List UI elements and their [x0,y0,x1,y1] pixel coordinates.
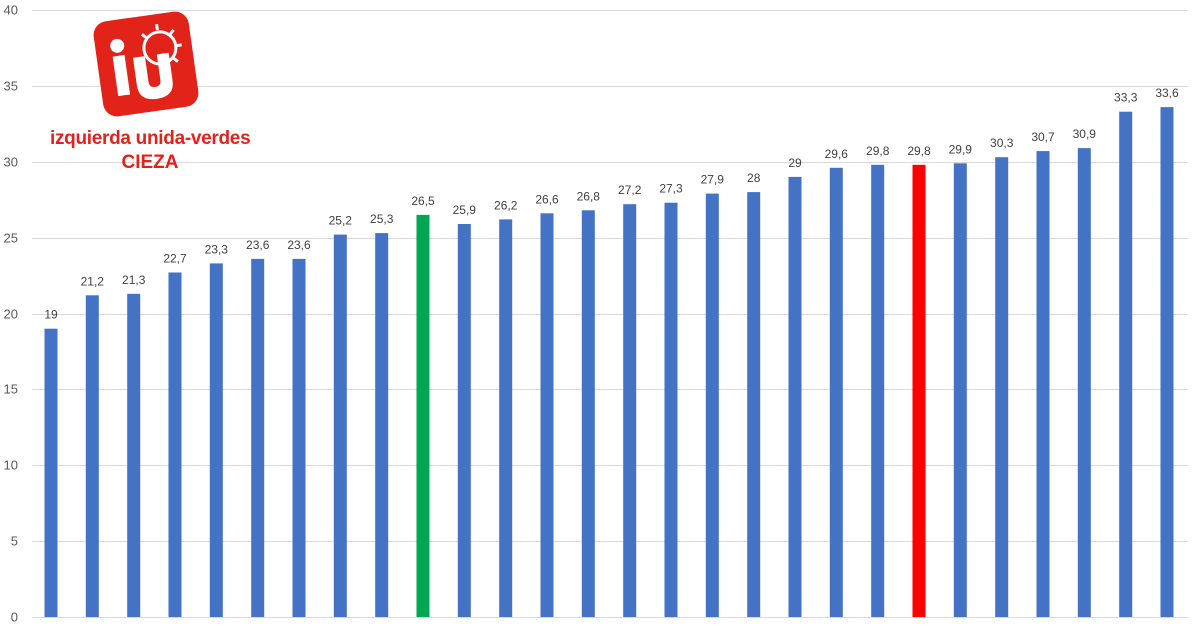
bar-value-label: 23,6 [246,238,270,252]
bar [499,219,513,617]
bar [540,213,554,618]
y-axis-ticks: 0 5 10 15 20 25 30 35 40 [4,3,18,625]
y-tick-label: 25 [4,231,18,246]
bar-value-label: 33,6 [1155,86,1179,100]
bar [788,176,802,617]
bar-value-label: 26,5 [411,194,435,208]
bar-value-label: 26,2 [494,198,518,212]
bar-value-label: 22,7 [163,252,187,266]
bar-value-label: 21,3 [122,273,146,287]
bar-value-label: 26,8 [577,189,601,203]
bar-value-label: 30,9 [1073,127,1097,141]
bar [85,295,99,617]
bar-value-label: 27,2 [618,183,642,197]
bar [333,234,347,617]
bar-value-label: 30,3 [990,136,1014,150]
data-labels-layer: 19 21,2 21,3 22,7 23,3 23,6 23,6 25,2 25,3 26,5 25… [44,86,1179,322]
bar-value-label: 28 [747,171,761,185]
bar-value-label: 29,6 [825,147,849,161]
logo-text-line2: CIEZA [121,152,179,173]
iu-verdes-logo: izquierda unida-verdes CIEZA [50,8,251,176]
grid-layer [32,10,1188,618]
y-tick-label: 35 [4,79,18,94]
bar [912,164,926,618]
bar-value-label: 30,7 [1031,130,1055,144]
bar [1077,148,1091,617]
bar-value-label: 25,2 [329,214,353,228]
bar-value-label: 19 [44,308,58,322]
bar [581,210,595,618]
bar [416,214,430,617]
bar [127,293,141,617]
bar [1160,107,1174,617]
y-tick-label: 10 [4,458,18,473]
bar [292,258,306,617]
iu-logo-badge-icon [93,11,199,117]
bar-value-label: 26,6 [535,192,559,206]
bar [829,167,843,618]
bar [871,164,885,618]
bar-value-label: 33,3 [1114,91,1138,105]
bar-value-label: 23,3 [205,242,229,256]
bar-value-label: 27,9 [701,173,725,187]
bar [664,202,678,617]
bar [457,224,471,617]
bar-value-label: 25,9 [453,203,477,217]
bar [953,163,967,618]
bar [995,157,1009,617]
bar-value-label: 29,9 [949,142,973,156]
bar-value-label: 25,3 [370,212,394,226]
bar [705,193,719,617]
bar [168,272,182,617]
bar-value-label: 21,2 [81,274,105,288]
y-tick-label: 0 [11,610,18,625]
bar [1119,111,1133,617]
bar-value-label: 29,8 [907,144,931,158]
bar-value-label: 29 [788,156,802,170]
bar-value-label: 29,8 [866,144,890,158]
bar [747,192,761,617]
bar [251,258,265,617]
y-tick-label: 5 [11,534,18,549]
y-tick-label: 15 [4,382,18,397]
bar [623,204,637,617]
bar [375,233,389,617]
bar-value-label: 27,3 [659,182,683,196]
bar [1036,151,1050,617]
logo-text-line1: izquierda unida-verdes [50,128,251,149]
bar [44,328,58,617]
y-tick-label: 30 [4,155,18,170]
bar-value-label: 23,6 [287,238,311,252]
bar [209,263,223,617]
bars-layer [44,107,1174,618]
y-tick-label: 40 [4,3,18,18]
y-tick-label: 20 [4,307,18,322]
